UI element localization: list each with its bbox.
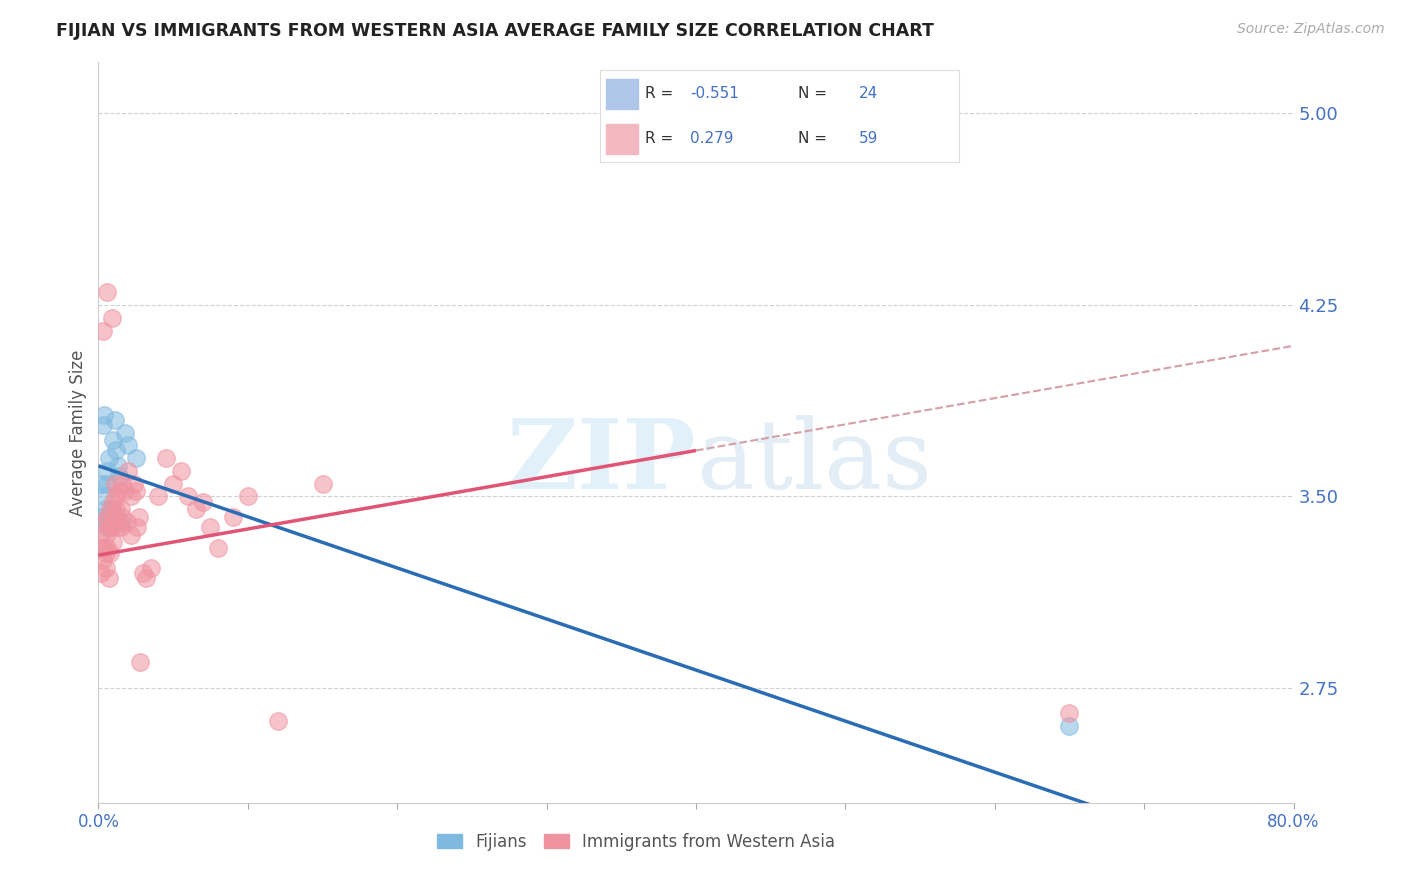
Point	[222, 509, 245, 524]
Point	[125, 451, 148, 466]
Point	[93, 515, 115, 529]
Point	[110, 502, 132, 516]
Point	[128, 509, 150, 524]
Point	[1059, 719, 1081, 733]
Point	[98, 502, 122, 516]
Point	[103, 520, 125, 534]
Point	[94, 502, 117, 516]
Point	[132, 566, 155, 580]
Point	[117, 464, 139, 478]
Point	[97, 571, 120, 585]
Point	[111, 509, 134, 524]
Point	[311, 476, 333, 491]
Point	[1059, 706, 1081, 721]
Point	[105, 443, 128, 458]
Text: Source: ZipAtlas.com: Source: ZipAtlas.com	[1237, 22, 1385, 37]
Point	[114, 425, 136, 440]
Y-axis label: Average Family Size: Average Family Size	[69, 350, 87, 516]
Point	[93, 541, 115, 555]
Point	[155, 451, 177, 466]
Point	[184, 502, 207, 516]
Point	[94, 561, 117, 575]
Point	[96, 509, 118, 524]
Point	[91, 324, 114, 338]
Point	[267, 714, 290, 728]
Point	[90, 527, 112, 541]
Legend: Fijians, Immigrants from Western Asia: Fijians, Immigrants from Western Asia	[430, 826, 842, 857]
Point	[107, 458, 129, 473]
Point	[110, 515, 132, 529]
Point	[177, 490, 200, 504]
Point	[103, 535, 125, 549]
Point	[97, 520, 120, 534]
Point	[103, 494, 125, 508]
Point	[162, 476, 184, 491]
Point	[93, 490, 115, 504]
Point	[96, 285, 118, 300]
Point	[124, 476, 146, 491]
Point	[89, 541, 111, 555]
Point	[117, 438, 139, 452]
Point	[1253, 867, 1275, 881]
Point	[101, 515, 124, 529]
Point	[91, 417, 114, 432]
Point	[96, 464, 118, 478]
Point	[129, 656, 152, 670]
Point	[148, 490, 170, 504]
Point	[103, 434, 125, 448]
Point	[191, 494, 214, 508]
Point	[97, 451, 120, 466]
Point	[108, 469, 131, 483]
Point	[94, 546, 117, 560]
Point	[200, 520, 222, 534]
Point	[125, 484, 148, 499]
Point	[101, 310, 124, 325]
Point	[114, 484, 136, 499]
Point	[115, 515, 138, 529]
Point	[96, 476, 118, 491]
Point	[111, 476, 134, 491]
Point	[169, 464, 191, 478]
Point	[207, 541, 229, 555]
Point	[89, 509, 111, 524]
Point	[127, 520, 149, 534]
Point	[139, 561, 162, 575]
Point	[94, 520, 117, 534]
Text: ZIP: ZIP	[506, 416, 696, 509]
Point	[90, 476, 112, 491]
Point	[120, 490, 142, 504]
Point	[104, 476, 127, 491]
Point	[110, 520, 132, 534]
Text: atlas: atlas	[696, 416, 932, 509]
Point	[98, 546, 122, 560]
Point	[108, 484, 131, 499]
Point	[236, 490, 259, 504]
Point	[105, 502, 128, 516]
Point	[97, 509, 120, 524]
Point	[96, 541, 118, 555]
Text: FIJIAN VS IMMIGRANTS FROM WESTERN ASIA AVERAGE FAMILY SIZE CORRELATION CHART: FIJIAN VS IMMIGRANTS FROM WESTERN ASIA A…	[56, 22, 934, 40]
Point	[104, 413, 127, 427]
Point	[107, 520, 129, 534]
Point	[135, 571, 157, 585]
Point	[94, 527, 117, 541]
Point	[98, 520, 122, 534]
Point	[90, 566, 112, 580]
Point	[120, 527, 142, 541]
Point	[104, 509, 127, 524]
Point	[91, 553, 114, 567]
Point	[93, 408, 115, 422]
Point	[105, 490, 128, 504]
Point	[101, 502, 124, 516]
